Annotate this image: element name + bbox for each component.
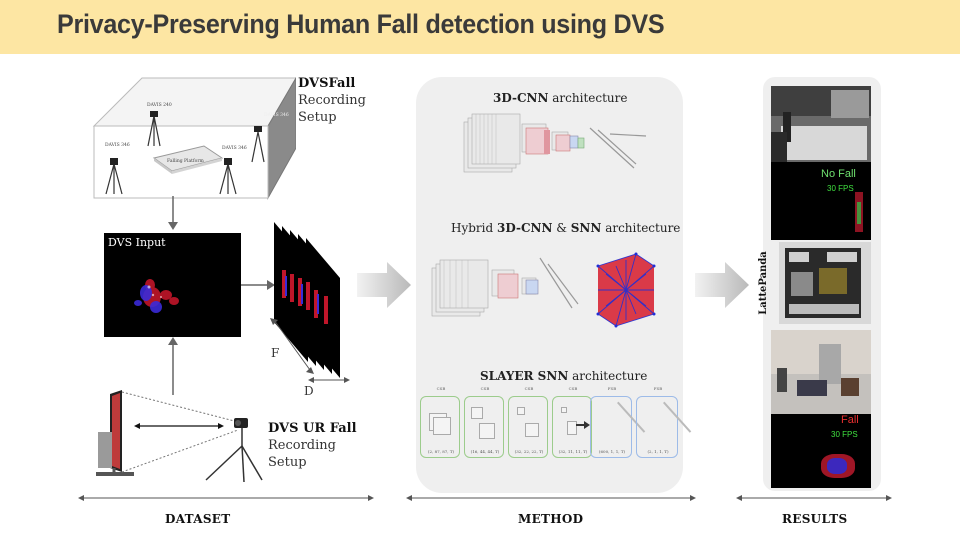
urfall-recording-text: Recording (268, 438, 336, 453)
arch-title-3dcnn-rest: architecture (548, 91, 628, 105)
no-fall-fps: 30 FPS (827, 184, 854, 193)
arch-title-hybrid-bold1: 3D-CNN (497, 221, 553, 235)
arch-title-3dcnn: 3D-CNN architecture (493, 91, 627, 105)
urfall-setup-illustration (96, 390, 263, 483)
fall-label: Fall (841, 414, 859, 426)
urfall-setup-label: DVS UR Fall Recording Setup (268, 420, 357, 471)
slayer-block-head: CSB (436, 386, 446, 391)
results-divider (736, 495, 892, 501)
dvsfall-setup-text: Setup (298, 110, 337, 125)
flow-arrow-icon (695, 262, 749, 308)
slayer-block-head: CSB (568, 386, 578, 391)
event-silhouette-image (134, 279, 179, 313)
section-label-method: METHOD (518, 512, 584, 526)
camera-label: DAVIS 346 (222, 146, 247, 151)
arch-title-slayer: SLAYER SNN architecture (480, 369, 647, 383)
arrow-up-icon (168, 337, 178, 395)
title-bar: Privacy-Preserving Human Fall detection … (0, 0, 960, 54)
dataset-divider (78, 495, 374, 501)
slayer-block-head: FSB (607, 386, 617, 391)
fall-dvs-output: Fall 30 FPS (771, 414, 871, 488)
slayer-block-dims: (600, 1, 1, T) (598, 449, 626, 454)
slayer-block: CSB (32, 22, 22, T) (508, 386, 548, 458)
f-axis-label: F (271, 346, 280, 360)
slayer-block-head: CSB (524, 386, 534, 391)
arch-title-hybrid-pre: Hybrid (451, 221, 497, 235)
f-axis-arrow-icon (270, 318, 314, 374)
slayer-block-dims: (32, 11, 11, T) (558, 449, 588, 454)
arrow-down-icon (168, 196, 178, 230)
slayer-architecture-diagram: CSB (2, 87, 87, T) CSB (16, 44, 44, T) C… (418, 386, 692, 460)
urfall-setup-text: Setup (268, 455, 307, 470)
cnn-architecture-diagram (463, 113, 647, 173)
arch-title-slayer-bold: SLAYER SNN (480, 369, 569, 383)
hybrid-architecture-diagram (431, 252, 656, 328)
arrow-right-icon (241, 280, 275, 290)
dvsfall-room-illustration (92, 77, 296, 200)
d-axis-arrow-icon (308, 377, 350, 383)
camera-label: DAVIS 240 (147, 103, 172, 108)
slayer-block: CSB (16, 44, 44, T) (464, 386, 504, 458)
slayer-block-head: CSB (480, 386, 490, 391)
slayer-block: CSB (32, 11, 11, T) (552, 386, 592, 458)
platform-label: Falling Platform (167, 159, 204, 164)
d-axis-label: D (304, 384, 314, 398)
slayer-block: FSB (2, 1, 1, T) (636, 386, 692, 458)
slayer-block-dims: (2, 1, 1, T) (647, 449, 669, 454)
lattepanda-label: LattePanda (758, 251, 769, 315)
section-label-results: RESULTS (782, 512, 848, 526)
no-fall-dvs-output: No Fall 30 FPS (771, 162, 871, 240)
no-fall-camera-image (771, 86, 871, 162)
camera-label: DAVIS 346 (105, 143, 130, 148)
arch-title-hybrid-rest: architecture (601, 221, 681, 235)
lattepanda-board-image (779, 242, 871, 324)
arch-title-hybrid: Hybrid 3D-CNN & SNN architecture (451, 221, 680, 235)
page-title: Privacy-Preserving Human Fall detection … (57, 9, 665, 39)
arch-title-hybrid-bold2: SNN (570, 221, 602, 235)
fall-fps: 30 FPS (831, 430, 858, 439)
dvs-input-label: DVS Input (108, 236, 166, 249)
frame-stack-image (274, 222, 340, 378)
method-divider (406, 495, 696, 501)
flow-arrow-icon (357, 262, 411, 308)
dvsfall-setup-label: DVSFall Recording Setup (298, 75, 366, 126)
fall-camera-image (771, 330, 871, 414)
slayer-block-dims: (16, 44, 44, T) (470, 449, 500, 454)
slayer-block: CSB (2, 87, 87, T) (420, 386, 460, 458)
slayer-block-dims: (2, 87, 87, T) (427, 449, 455, 454)
arch-title-3dcnn-bold: 3D-CNN (493, 91, 549, 105)
slayer-block: FSB (600, 1, 1, T) (590, 386, 646, 458)
arch-title-hybrid-mid: & (552, 221, 571, 235)
section-label-dataset: DATASET (165, 512, 231, 526)
camera-label: DAVIS 346 (264, 113, 289, 118)
dvs-input-frame: DVS Input (104, 233, 241, 337)
dvsfall-recording-text: Recording (298, 93, 366, 108)
no-fall-label: No Fall (821, 168, 856, 180)
urfall-name: DVS UR Fall (268, 421, 357, 436)
slayer-block-dims: (32, 22, 22, T) (514, 449, 544, 454)
arch-title-slayer-rest: architecture (568, 369, 648, 383)
slayer-block-head: FSB (653, 386, 663, 391)
dvsfall-name: DVSFall (298, 76, 356, 91)
